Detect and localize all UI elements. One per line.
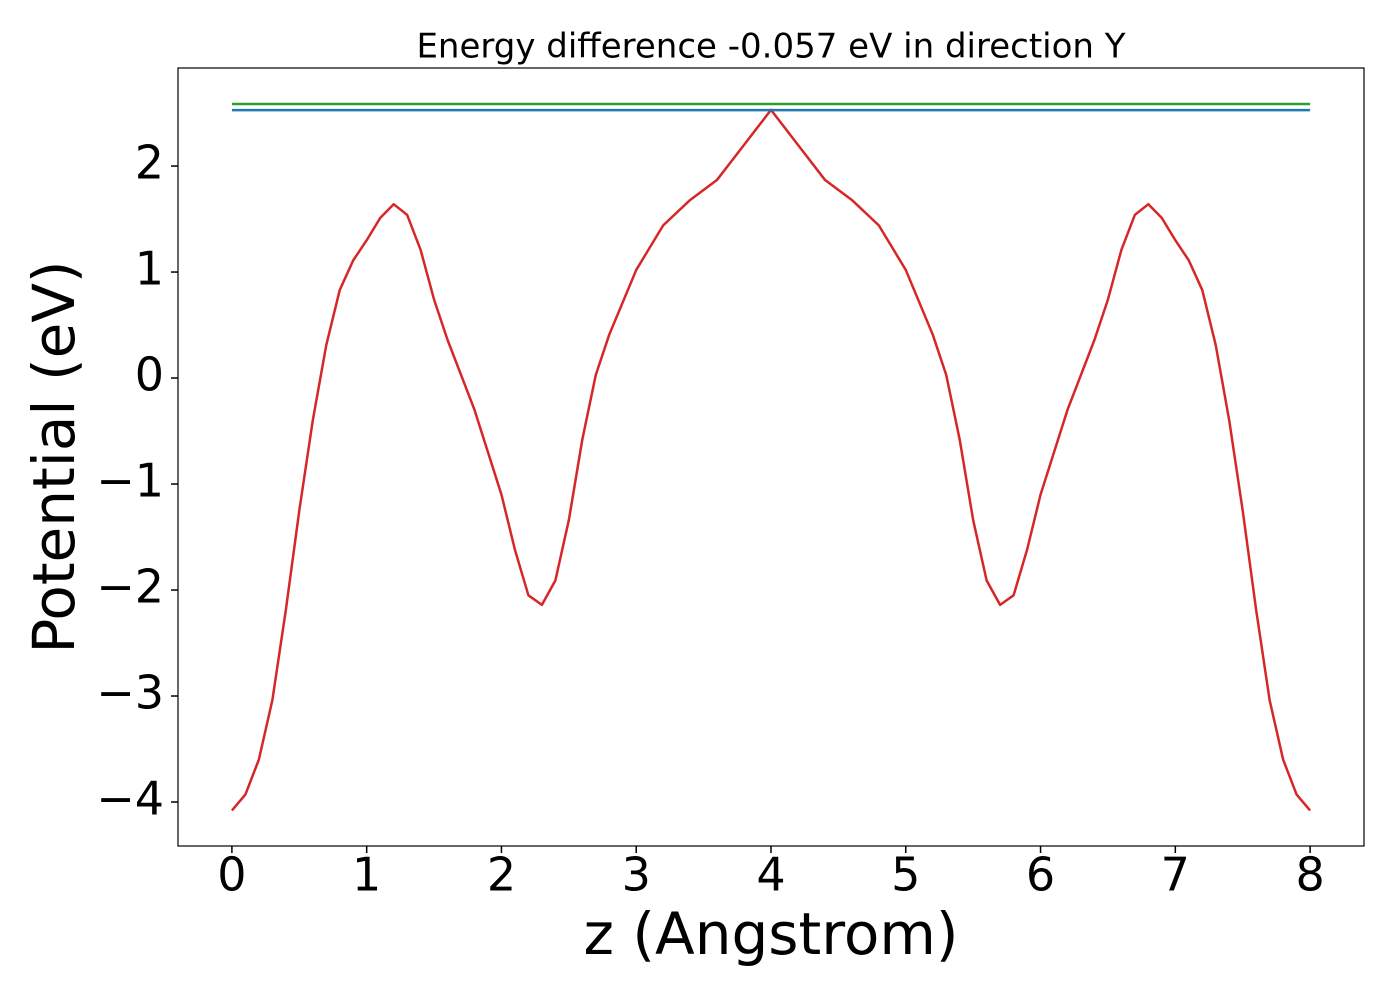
x-tick-label: 3 bbox=[622, 848, 651, 902]
y-tick-label: 1 bbox=[135, 242, 164, 296]
y-tick-label: 0 bbox=[135, 348, 164, 402]
y-tick-label: −4 bbox=[96, 772, 164, 826]
x-tick-label: 1 bbox=[352, 848, 381, 902]
y-tick-label: −3 bbox=[96, 666, 164, 720]
x-tick-label: 7 bbox=[1161, 848, 1190, 902]
y-tick-label: −1 bbox=[96, 454, 164, 508]
x-tick-label: 2 bbox=[487, 848, 516, 902]
y-tick-label: −2 bbox=[96, 560, 164, 614]
chart-title: Energy difference -0.057 eV in direction… bbox=[416, 27, 1125, 67]
y-axis-label: Potential (eV) bbox=[20, 260, 88, 653]
plot-frame bbox=[177, 67, 1365, 847]
x-tick-label: 0 bbox=[217, 848, 246, 902]
data-line bbox=[230, 108, 1312, 812]
x-tick-label: 6 bbox=[1026, 848, 1055, 902]
x-axis-label: z (Angstrom) bbox=[584, 900, 959, 968]
x-tick-label: 4 bbox=[756, 848, 785, 902]
x-tick-label: 5 bbox=[891, 848, 920, 902]
y-tick-label: 2 bbox=[135, 136, 164, 190]
x-tick-label: 8 bbox=[1295, 848, 1324, 902]
